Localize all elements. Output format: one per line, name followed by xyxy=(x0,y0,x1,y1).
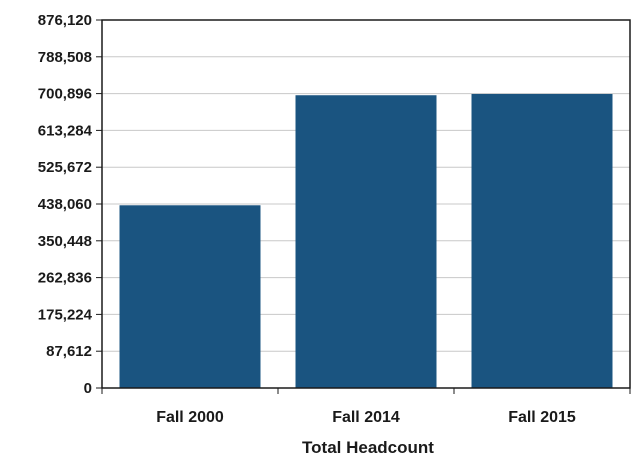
axes xyxy=(96,19,631,394)
plot-frame xyxy=(101,19,631,389)
y-tick-label: 87,612 xyxy=(46,343,92,360)
y-tick-label: 350,448 xyxy=(38,233,92,250)
x-tick-label: Fall 2014 xyxy=(332,409,400,426)
labels: 0 87,612 175,224 262,836 350,448 438,060 525,6… xyxy=(38,12,576,426)
y-tick-label: 525,672 xyxy=(38,159,92,176)
x-tick-label: Fall 2015 xyxy=(508,409,576,426)
y-tick-label: 788,508 xyxy=(38,49,92,66)
y-tick-label: 0 xyxy=(84,380,92,397)
y-tick-label: 438,060 xyxy=(38,196,92,213)
bar xyxy=(119,205,261,388)
y-tick-label: 613,284 xyxy=(38,122,93,139)
bar xyxy=(471,93,613,388)
x-tick-label: Fall 2000 xyxy=(156,409,224,426)
bars xyxy=(119,93,613,388)
y-tick-label: 262,836 xyxy=(38,270,92,287)
x-axis-title: Total Headcount xyxy=(302,438,434,457)
y-tick-label: 700,896 xyxy=(38,86,92,103)
y-tick-label: 876,120 xyxy=(38,12,92,29)
bar xyxy=(295,95,437,388)
y-tick-label: 175,224 xyxy=(38,306,93,323)
